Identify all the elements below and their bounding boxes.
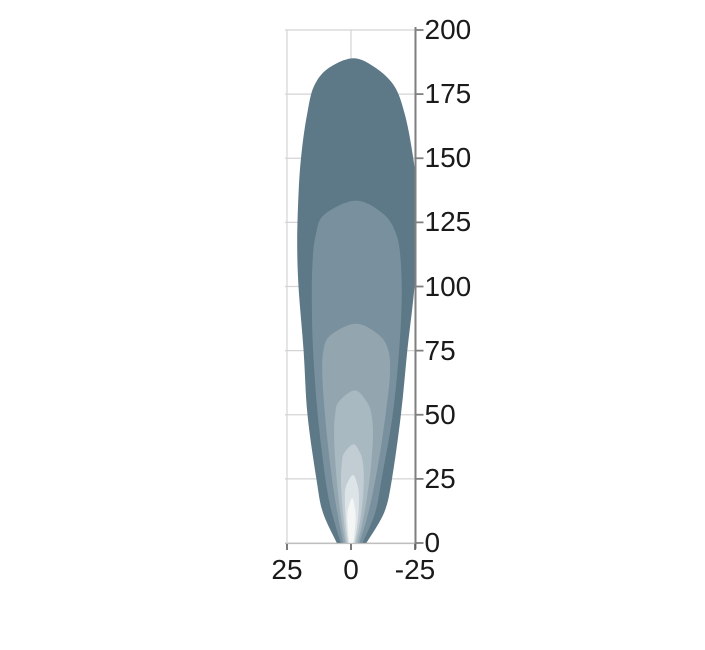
axes [285, 27, 424, 550]
intensity-level-7 [347, 498, 356, 543]
x-tick-label: 25 [271, 554, 303, 585]
x-tick-label: -25 [394, 554, 436, 585]
y-tick-label: 0 [424, 527, 441, 558]
x-tick-label: 0 [343, 554, 359, 585]
contour-bands [297, 58, 417, 543]
y-tick-label: 50 [424, 398, 456, 430]
y-tick-label: 150 [424, 142, 472, 174]
y-tick-label: 100 [424, 270, 472, 302]
y-tick-label: 125 [424, 206, 472, 238]
y-tick-label: 200 [424, 14, 472, 45]
y-tick-label: 75 [424, 334, 456, 366]
y-tick-label: 25 [424, 462, 456, 494]
y-tick-label: 175 [424, 78, 472, 110]
